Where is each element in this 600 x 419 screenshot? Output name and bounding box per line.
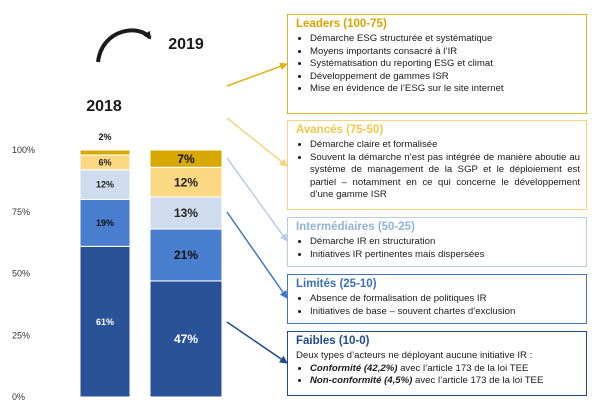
leaders-item: Mise en évidence de l’ESG sur le site in…	[310, 83, 580, 96]
year-label-2018: 2018	[86, 98, 122, 115]
leaders-item: Démarche ESG structurée et systématique	[310, 33, 580, 46]
bar-segment-faibles-2018	[79, 245, 131, 398]
leaders-item: Développement de gammes ISR	[310, 71, 580, 84]
faibles-item-bold: Conformité (42,2%)	[310, 362, 398, 374]
faibles-intro: Deux types d’acteurs ne déployant aucune…	[296, 350, 533, 361]
data-label-faibles-2019: 47%	[174, 332, 198, 346]
legend-box-limites: Limités (25-10) Absence de formalisation…	[287, 274, 587, 324]
connector-avances	[226, 117, 288, 167]
bar-segment-intermédiaires-2018	[79, 169, 131, 200]
data-label-intermédiaires-2019: 13%	[174, 206, 198, 220]
avances-item: Souvent la démarche n’est pas intégrée d…	[310, 152, 580, 202]
y-tick-label: 75%	[12, 207, 30, 217]
box-title-faibles: Faibles (10-0)	[296, 335, 370, 347]
legend-box-avances: Avancés (75-50) Démarche claire et forma…	[287, 120, 587, 210]
bar-segment-avancés-2019	[149, 166, 223, 198]
faibles-item: Conformité (42,2%) avec l’article 173 de…	[310, 363, 580, 376]
y-tick-label: 0%	[12, 392, 25, 402]
bar-segment-intermédiaires-2019	[149, 196, 223, 230]
year-label-2019: 2019	[168, 36, 204, 53]
legend-box-intermediaires: Intermédiaires (50-25) Démarche IR en st…	[287, 217, 587, 267]
connector-leaders	[226, 62, 288, 87]
connector-limites	[226, 211, 288, 299]
data-label-avancés-2018: 6%	[98, 158, 111, 168]
legend-box-leaders: Leaders (100-75) Démarche ESG structurée…	[287, 14, 587, 114]
y-tick-label: 100%	[12, 145, 35, 155]
box-title-intermediaires: Intermédiaires (50-25)	[296, 221, 415, 233]
data-label-limités-2018: 19%	[96, 218, 114, 228]
box-title-avances: Avancés (75-50)	[296, 124, 384, 136]
data-label-limités-2019: 21%	[174, 248, 198, 262]
bar-segment-leaders-2019	[149, 149, 223, 168]
data-label-leaders-2018: 2%	[98, 132, 111, 142]
connector-faibles	[226, 321, 288, 364]
intermediaires-item: Initiatives IR pertinentes mais dispersé…	[310, 249, 580, 262]
bar-segment-leaders-2018	[79, 149, 131, 156]
faibles-item: Non-conformité (4,5%) avec l’article 173…	[310, 375, 580, 388]
connector-intermediaires	[226, 157, 288, 242]
data-label-faibles-2018: 61%	[96, 317, 114, 327]
leaders-item: Systématisation du reporting ESG et clim…	[310, 58, 580, 71]
legend-box-faibles: Faibles (10-0) Deux types d’acteurs ne d…	[287, 331, 587, 396]
bar-segment-limités-2019	[149, 228, 223, 282]
faibles-item-bold: Non-conformité (4,5%)	[310, 375, 413, 387]
y-tick-label: 25%	[12, 330, 30, 340]
box-title-limites: Limités (25-10)	[296, 278, 377, 290]
bar-segment-faibles-2019	[149, 280, 223, 398]
data-label-avancés-2019: 12%	[174, 175, 198, 189]
faibles-item-text: avec l’article 173 de la loi TEE	[412, 375, 544, 387]
year-arrow	[96, 28, 152, 63]
avances-item: Démarche claire et formalisée	[310, 139, 580, 152]
limites-item: Initiatives de base – souvent chartes d’…	[310, 306, 580, 319]
leaders-item: Moyens importants consacré à l’IR	[310, 46, 580, 59]
faibles-item-text: avec l’article 173 de la loi TEE	[397, 362, 529, 374]
intermediaires-item: Démarche IR en structuration	[310, 236, 580, 249]
data-label-intermédiaires-2018: 12%	[96, 180, 114, 190]
data-label-leaders-2019: 7%	[177, 152, 195, 166]
limites-item: Absence de formalisation de politiques I…	[310, 293, 580, 306]
y-tick-label: 50%	[12, 269, 30, 279]
box-title-leaders: Leaders (100-75)	[296, 18, 387, 30]
